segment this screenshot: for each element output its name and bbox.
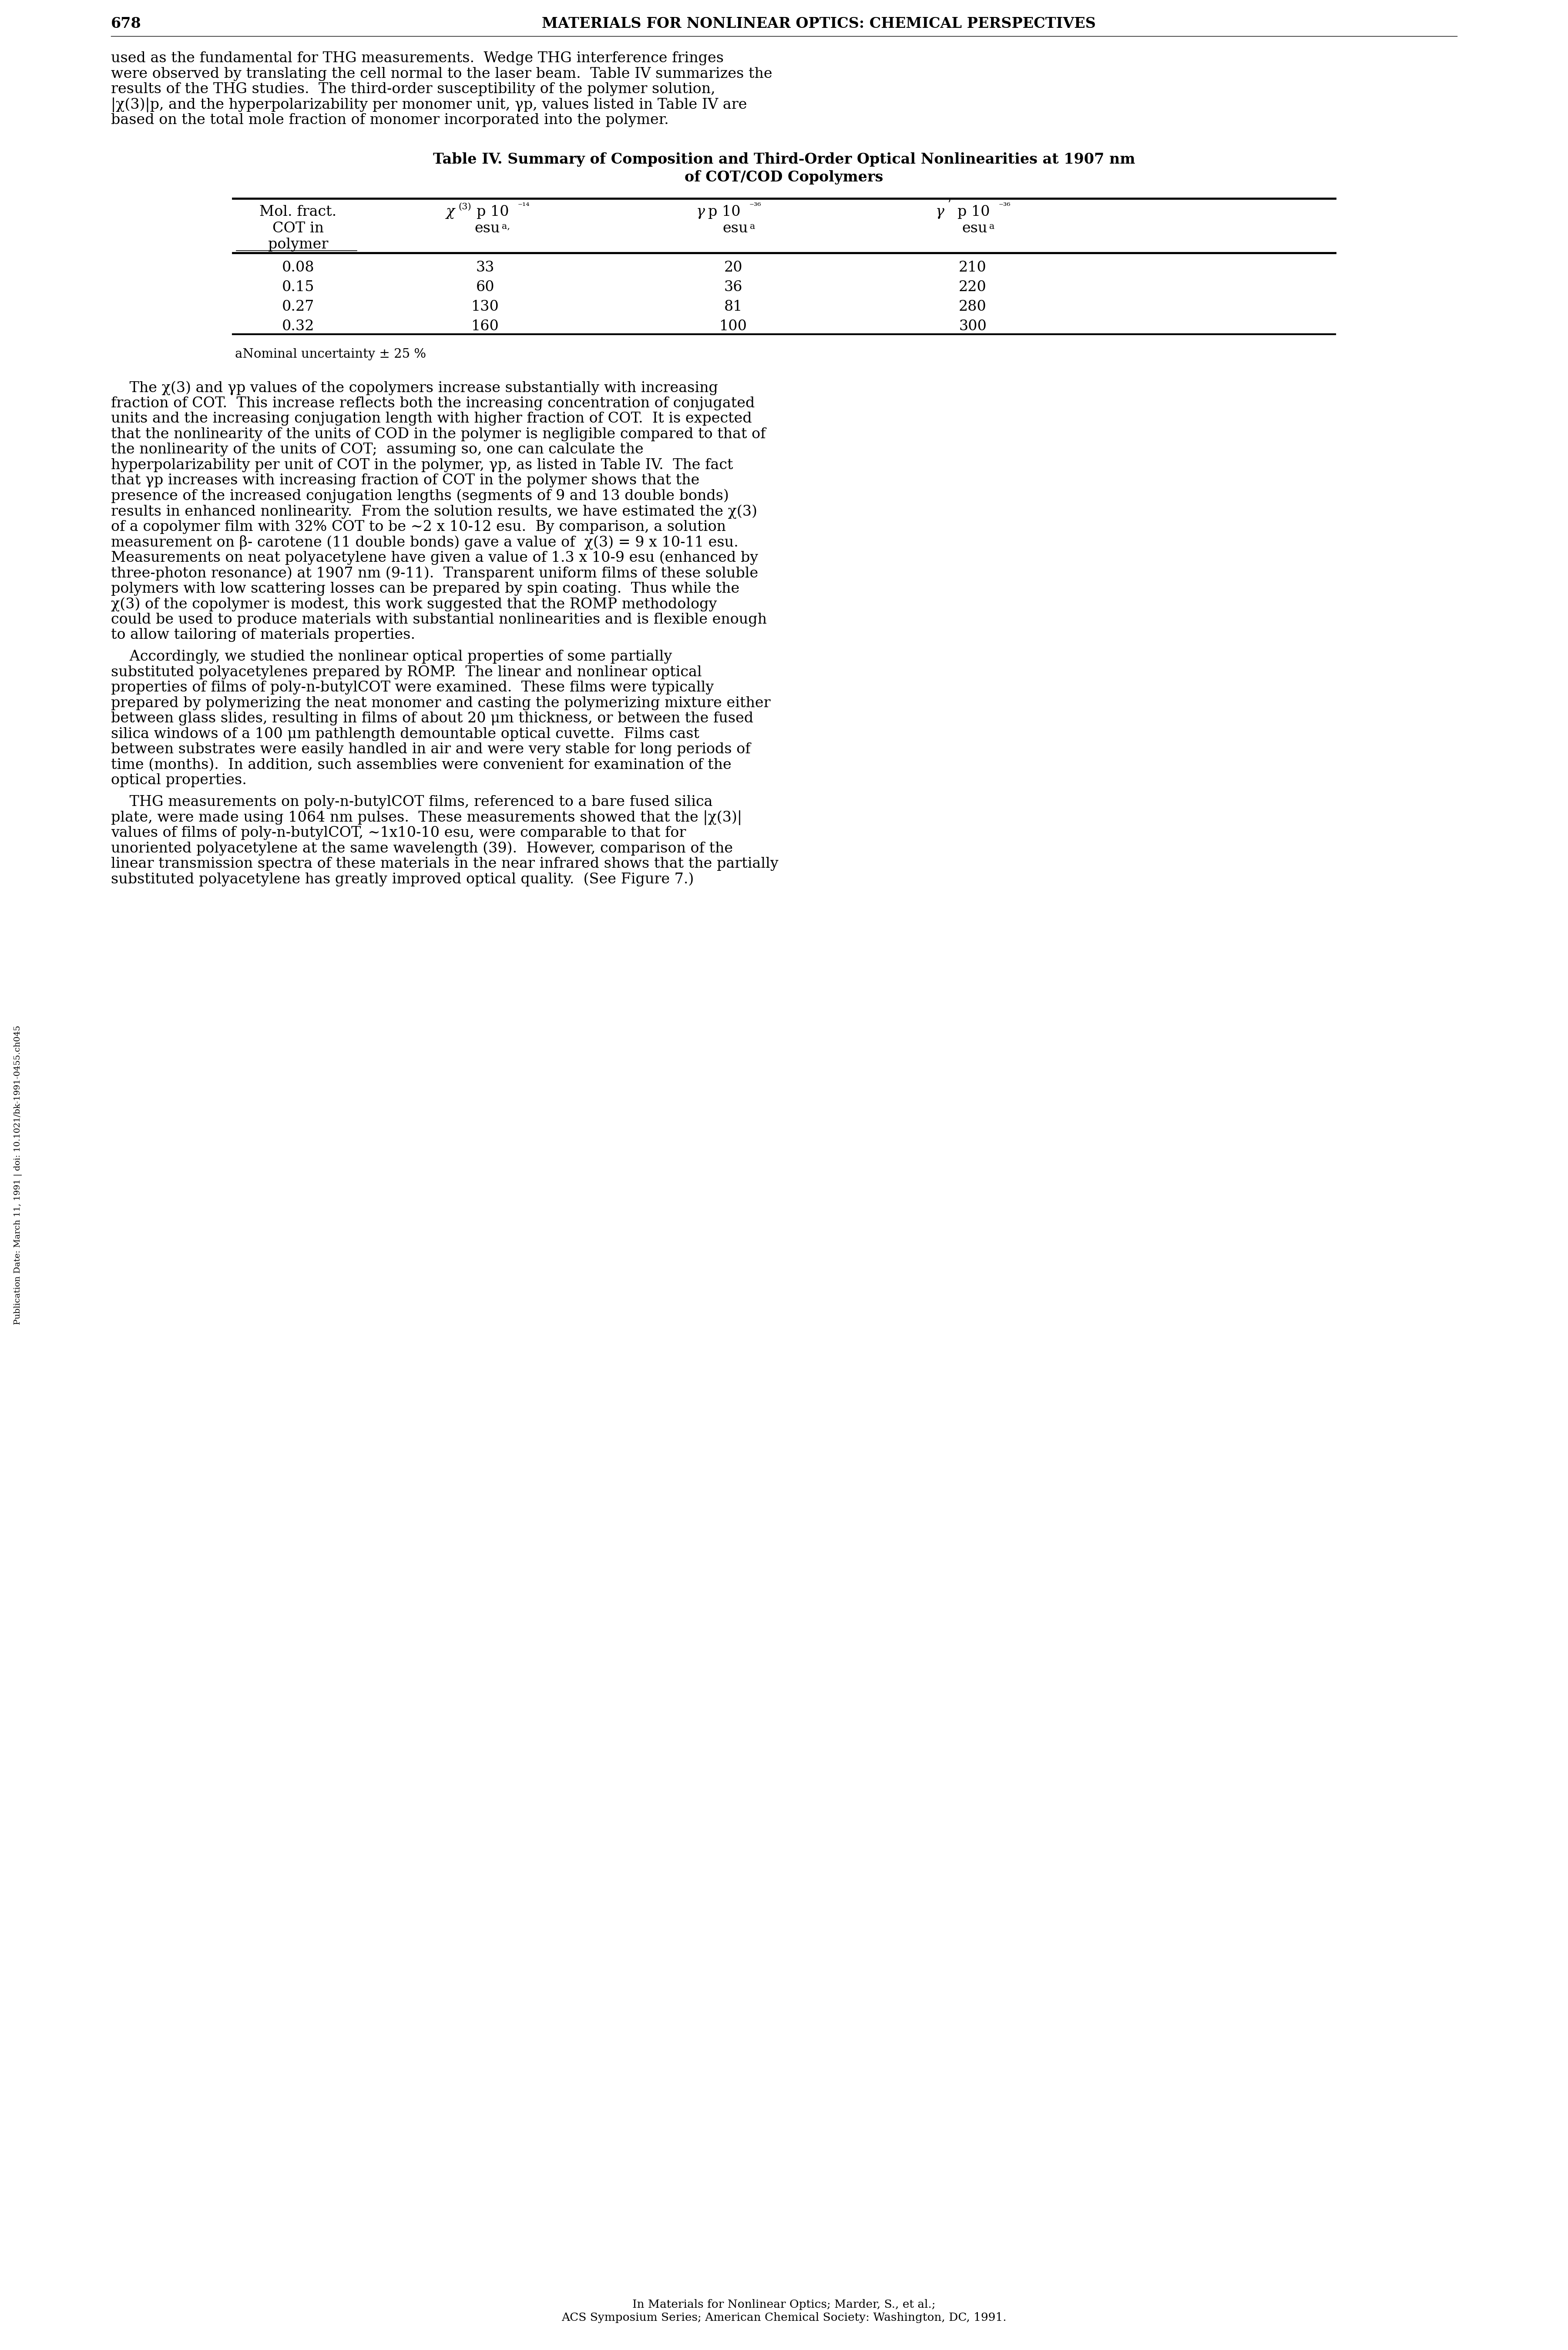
Text: γ: γ	[936, 204, 944, 219]
Text: measurement on β- carotene (11 double bonds) gave a value of  χ(3) = 9 x 10-11 e: measurement on β- carotene (11 double bo…	[111, 536, 739, 550]
Text: substituted polyacetylene has greatly improved optical quality.  (See Figure 7.): substituted polyacetylene has greatly im…	[111, 872, 695, 886]
Text: ⁻¹⁴: ⁻¹⁴	[517, 202, 530, 212]
Text: values of films of poly-n-butylCOT, ~1x10-10 esu, were comparable to that for: values of films of poly-n-butylCOT, ~1x1…	[111, 825, 687, 839]
Text: the nonlinearity of the units of COT;  assuming so, one can calculate the: the nonlinearity of the units of COT; as…	[111, 442, 643, 456]
Text: plate, were made using 1064 nm pulses.  These measurements showed that the |χ(3): plate, were made using 1064 nm pulses. T…	[111, 811, 742, 825]
Text: optical properties.: optical properties.	[111, 773, 246, 787]
Text: 60: 60	[477, 280, 494, 294]
Text: results in enhanced nonlinearity.  From the solution results, we have estimated : results in enhanced nonlinearity. From t…	[111, 505, 757, 519]
Text: linear transmission spectra of these materials in the near infrared shows that t: linear transmission spectra of these mat…	[111, 858, 778, 872]
Text: hyperpolarizability per unit of COT in the polymer, γp, as listed in Table IV.  : hyperpolarizability per unit of COT in t…	[111, 458, 734, 472]
Text: fraction of COT.  This increase reflects both the increasing concentration of co: fraction of COT. This increase reflects …	[111, 397, 754, 411]
Text: unoriented polyacetylene at the same wavelength (39).  However, comparison of th: unoriented polyacetylene at the same wav…	[111, 841, 732, 855]
Text: a: a	[750, 223, 756, 230]
Text: Measurements on neat polyacetylene have given a value of 1.3 x 10-9 esu (enhance: Measurements on neat polyacetylene have …	[111, 550, 759, 564]
Text: 0.27: 0.27	[282, 301, 314, 315]
Text: Publication Date: March 11, 1991 | doi: 10.1021/bk-1991-0455.ch045: Publication Date: March 11, 1991 | doi: …	[14, 1025, 22, 1325]
Text: Mol. fract.: Mol. fract.	[260, 204, 337, 219]
Text: 33: 33	[477, 261, 494, 275]
Text: |χ(3)|p, and the hyperpolarizability per monomer unit, γp, values listed in Tabl: |χ(3)|p, and the hyperpolarizability per…	[111, 99, 746, 113]
Text: silica windows of a 100 μm pathlength demountable optical cuvette.  Films cast: silica windows of a 100 μm pathlength de…	[111, 726, 699, 740]
Text: p 10: p 10	[477, 204, 510, 219]
Text: ⁻³⁶: ⁻³⁶	[750, 202, 762, 212]
Text: 678: 678	[111, 16, 141, 31]
Text: 81: 81	[724, 301, 743, 315]
Text: to allow tailoring of materials properties.: to allow tailoring of materials properti…	[111, 627, 416, 642]
Text: In Materials for Nonlinear Optics; Marder, S., et al.;: In Materials for Nonlinear Optics; Marde…	[632, 2298, 936, 2310]
Text: esu: esu	[475, 221, 500, 235]
Text: esu: esu	[723, 221, 748, 235]
Text: 0.08: 0.08	[282, 261, 314, 275]
Text: that γp increases with increasing fraction of COT in the polymer shows that the: that γp increases with increasing fracti…	[111, 475, 699, 486]
Text: The χ(3) and γp values of the copolymers increase substantially with increasing: The χ(3) and γp values of the copolymers…	[111, 381, 718, 395]
Text: presence of the increased conjugation lengths (segments of 9 and 13 double bonds: presence of the increased conjugation le…	[111, 489, 729, 503]
Text: polymers with low scattering losses can be prepared by spin coating.  Thus while: polymers with low scattering losses can …	[111, 583, 740, 595]
Text: used as the fundamental for THG measurements.  Wedge THG interference fringes: used as the fundamental for THG measurem…	[111, 52, 724, 66]
Text: Accordingly, we studied the nonlinear optical properties of some partially: Accordingly, we studied the nonlinear op…	[111, 649, 673, 663]
Text: time (months).  In addition, such assemblies were convenient for examination of : time (months). In addition, such assembl…	[111, 759, 731, 771]
Text: could be used to produce materials with substantial nonlinearities and is flexib: could be used to produce materials with …	[111, 613, 767, 627]
Text: a: a	[989, 223, 994, 230]
Text: p 10: p 10	[958, 204, 989, 219]
Text: 100: 100	[720, 320, 748, 334]
Text: substituted polyacetylenes prepared by ROMP.  The linear and nonlinear optical: substituted polyacetylenes prepared by R…	[111, 665, 702, 679]
Text: p 10: p 10	[709, 204, 740, 219]
Text: properties of films of poly-n-butylCOT were examined.  These films were typicall: properties of films of poly-n-butylCOT w…	[111, 682, 713, 696]
Text: THG measurements on poly-n-butylCOT films, referenced to a bare fused silica: THG measurements on poly-n-butylCOT film…	[111, 794, 712, 808]
Text: based on the total mole fraction of monomer incorporated into the polymer.: based on the total mole fraction of mono…	[111, 113, 670, 127]
Text: units and the increasing conjugation length with higher fraction of COT.  It is : units and the increasing conjugation len…	[111, 411, 753, 425]
Text: 0.15: 0.15	[282, 280, 314, 294]
Text: that the nonlinearity of the units of COD in the polymer is negligible compared : that the nonlinearity of the units of CO…	[111, 428, 765, 442]
Text: Table IV. Summary of Composition and Third-Order Optical Nonlinearities at 1907 : Table IV. Summary of Composition and Thi…	[433, 153, 1135, 167]
Text: MATERIALS FOR NONLINEAR OPTICS: CHEMICAL PERSPECTIVES: MATERIALS FOR NONLINEAR OPTICS: CHEMICAL…	[543, 16, 1096, 31]
Text: were observed by translating the cell normal to the laser beam.  Table IV summar: were observed by translating the cell no…	[111, 66, 773, 80]
Text: 280: 280	[958, 301, 986, 315]
Text: COT in: COT in	[273, 221, 323, 235]
Text: γ: γ	[696, 204, 706, 219]
Text: 160: 160	[472, 320, 499, 334]
Text: prepared by polymerizing the neat monomer and casting the polymerizing mixture e: prepared by polymerizing the neat monome…	[111, 696, 770, 710]
Text: three-photon resonance) at 1907 nm (9-11).  Transparent uniform films of these s: three-photon resonance) at 1907 nm (9-11…	[111, 566, 759, 580]
Text: aNominal uncertainty ± 25 %: aNominal uncertainty ± 25 %	[235, 348, 426, 360]
Text: results of the THG studies.  The third-order susceptibility of the polymer solut: results of the THG studies. The third-or…	[111, 82, 715, 96]
Text: (3): (3)	[458, 202, 470, 212]
Text: 300: 300	[958, 320, 986, 334]
Text: χ: χ	[445, 204, 455, 219]
Text: χ(3) of the copolymer is modest, this work suggested that the ROMP methodology: χ(3) of the copolymer is modest, this wo…	[111, 597, 717, 611]
Text: ACS Symposium Series; American Chemical Society: Washington, DC, 1991.: ACS Symposium Series; American Chemical …	[561, 2312, 1007, 2324]
Text: 20: 20	[724, 261, 743, 275]
Text: polymer: polymer	[268, 237, 328, 251]
Text: a,: a,	[502, 223, 510, 230]
Text: 220: 220	[958, 280, 986, 294]
Text: ⁻³⁶: ⁻³⁶	[999, 202, 1011, 212]
Text: between substrates were easily handled in air and were very stable for long peri: between substrates were easily handled i…	[111, 743, 751, 757]
Text: 0.32: 0.32	[282, 320, 314, 334]
Text: 130: 130	[472, 301, 499, 315]
Text: 210: 210	[958, 261, 986, 275]
Text: between glass slides, resulting in films of about 20 μm thickness, or between th: between glass slides, resulting in films…	[111, 712, 754, 726]
Text: ’: ’	[947, 200, 950, 209]
Text: 36: 36	[724, 280, 743, 294]
Text: esu: esu	[961, 221, 988, 235]
Text: of COT/COD Copolymers: of COT/COD Copolymers	[685, 169, 883, 186]
Text: of a copolymer film with 32% COT to be ~2 x 10-12 esu.  By comparison, a solutio: of a copolymer film with 32% COT to be ~…	[111, 519, 726, 533]
